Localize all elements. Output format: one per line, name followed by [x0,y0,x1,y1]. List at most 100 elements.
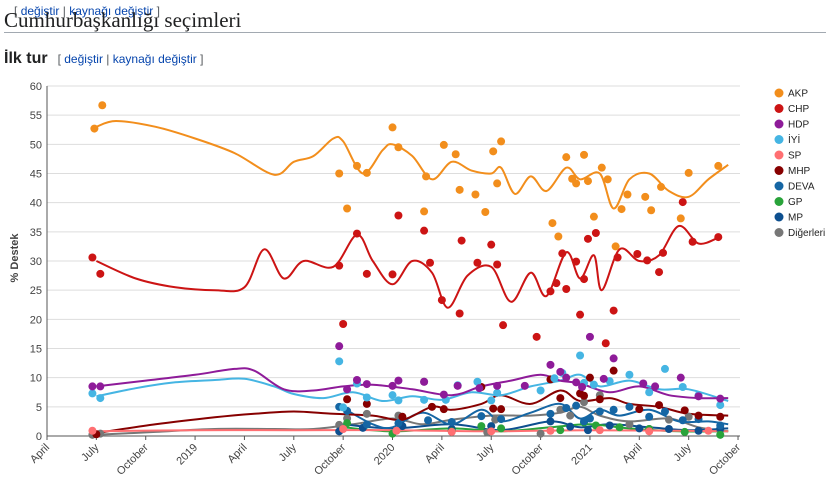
poll-point-iyi [96,394,105,403]
poll-point-chp [388,270,397,279]
trend-line-dierleri [96,405,729,436]
section-edit-link[interactable]: değiştir [20,4,60,18]
poll-point-gp [716,430,725,439]
poll-point-iyi [576,351,585,360]
poll-point-chp [576,310,585,319]
y-tick-label: 35 [30,227,42,239]
poll-point-mhp [580,391,589,400]
poll-point-akp [493,179,502,188]
poll-point-deva [562,404,571,412]
poll-point-akp [420,207,429,216]
subsection-heading: İlk tur [ değiştir | kaynağı değiştir ] [4,50,203,68]
poll-point-akp [657,182,666,191]
poll-point-mp [566,422,575,431]
poll-point-hdp [88,382,97,391]
poll-point-chp [493,260,502,269]
subsection-bracket-open: [ [57,52,61,66]
x-tick-label: October [707,441,743,477]
poll-point-mhp [439,405,448,414]
poll-point-dierleri [566,411,575,420]
section-title: Cumhurbaşkanlığı seçimleri [4,8,242,32]
poll-point-deva [572,401,581,410]
poll-point-hdp [439,390,448,399]
legend-marker-deva [774,181,784,191]
poll-point-akp [603,175,612,184]
poll-point-deva [497,415,506,424]
poll-point-dierleri [684,412,693,421]
poll-point-chp [335,261,344,270]
poll-point-sp [595,426,604,435]
poll-point-sp [546,426,555,435]
poll-point-hdp [609,354,618,363]
legend-marker-chp [774,104,784,113]
poll-point-akp [394,143,403,152]
poll-point-iyi [388,391,397,400]
y-tick-label: 5 [36,402,42,414]
poll-points [88,101,725,439]
poll-point-deva [716,421,725,430]
poll-point-akp [554,232,563,241]
poll-point-chp [643,256,652,265]
poll-point-hdp [562,373,571,382]
poll-point-chp [552,279,561,288]
poll-point-akp [343,204,352,213]
poll-point-iyi [625,370,634,379]
poll-point-chp [455,309,464,318]
poll-point-sp [645,427,654,436]
section-bracket-open: [ [14,4,18,18]
poll-point-akp [562,153,571,162]
poll-point-chp [88,253,97,262]
y-tick-label: 45 [30,169,42,181]
y-tick-label: 40 [30,198,42,210]
poll-point-chp [352,229,361,238]
poll-point-chp [426,258,435,267]
poll-point-deva [585,414,594,423]
poll-point-akp [451,150,460,159]
y-tick-label: 55 [30,110,42,122]
y-tick-label: 0 [36,431,42,443]
x-tick-label: October [312,441,348,477]
poll-point-dierleri [362,409,371,418]
poll-point-akp [352,161,361,170]
legend-label: SP [788,151,802,162]
legend-marker-hdp [774,119,784,129]
subsection-edit-link[interactable]: değiştir [64,52,103,66]
poll-point-iyi [589,380,598,389]
poll-point-hdp [335,342,344,351]
poll-point-deva [580,417,589,426]
poll-point-gp [615,423,624,432]
poll-point-akp [455,185,464,194]
x-tick-label: 2019 [174,442,200,468]
y-axis-label: % Destek [9,233,21,283]
x-tick-label: October [115,441,151,477]
poll-point-mhp [655,401,664,410]
poll-point-deva [362,420,371,429]
subsection-edit-source-link[interactable]: kaynağı değiştir [112,52,197,66]
poll-point-chp [572,257,581,266]
poll-point-iyi [339,403,348,412]
poll-point-deva [546,409,555,418]
legend-label: HDP [788,120,809,131]
x-tick-label: April [226,442,250,466]
legend-label: DEVA [788,182,815,193]
trend-line-akp [96,119,729,210]
poll-point-hdp [388,381,397,390]
poll-point-iyi [660,364,669,373]
legend-marker-iyi [774,135,784,144]
subsection-bracket-close: ] [200,52,204,66]
legend-label: İYİ [788,133,800,146]
section-edit-source-link[interactable]: kaynağı değiştir [69,4,154,18]
poll-point-gp [343,419,352,428]
poll-point-hdp [639,379,648,388]
x-tick-label: October [510,441,546,477]
poll-point-chp [473,258,482,267]
y-tick-label: 25 [30,285,42,297]
poll-point-iyi [550,374,559,383]
poll-point-hdp [578,383,587,391]
poll-point-chp [562,285,571,293]
poll-point-chp [655,268,664,277]
poll-point-iyi [487,396,496,405]
poll-point-mhp [609,366,618,375]
legend-marker-dierleri [774,228,784,237]
poll-point-akp [647,206,656,215]
